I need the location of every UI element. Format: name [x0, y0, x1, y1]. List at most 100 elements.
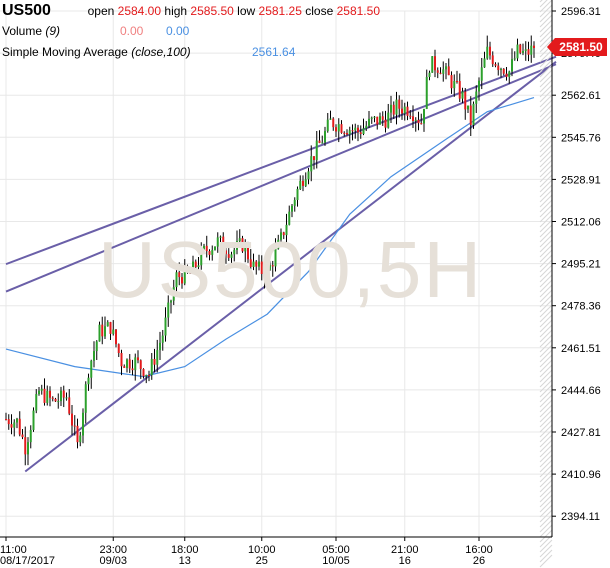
hatch-line: [539, 354, 553, 368]
last-price-tag: 2581.50: [547, 38, 607, 56]
hatch-line: [539, 479, 553, 493]
candle-body: [236, 241, 238, 250]
hatch-line: [539, 134, 553, 148]
hatch-line: [539, 229, 553, 243]
candle-body: [513, 58, 516, 60]
candle-body: [480, 67, 483, 81]
hatch-line: [539, 304, 553, 318]
hatch-line: [539, 539, 553, 553]
candle-body: [35, 394, 38, 411]
candle-body: [431, 56, 434, 73]
hatch-line: [539, 459, 553, 473]
candle-body: [299, 180, 302, 189]
candle-body: [57, 401, 60, 403]
hatch-line: [539, 394, 553, 408]
candle-body: [505, 73, 508, 77]
trendline: [24, 60, 557, 473]
candle-body: [145, 374, 148, 377]
candle-body: [192, 261, 194, 274]
hatch-line: [539, 184, 553, 198]
candle-body: [414, 119, 417, 122]
hatch-line: [539, 129, 553, 143]
candle-body: [533, 45, 535, 49]
candle-body: [335, 127, 337, 132]
candle-body: [491, 55, 494, 65]
symbol-watermark: US500,5H: [98, 225, 484, 314]
candle-body: [214, 246, 216, 250]
hatch-line: [539, 279, 553, 293]
candle-body: [175, 272, 178, 288]
volume-label: Volume: [2, 24, 43, 38]
candle-body: [494, 64, 497, 66]
hatch-line: [539, 9, 553, 23]
y-tick-label: 2512.06: [561, 217, 601, 229]
candle-body: [434, 56, 436, 71]
hatch-line: [539, 414, 553, 428]
hatch-line: [539, 144, 553, 158]
hatch-line: [539, 444, 553, 458]
candle-body: [10, 424, 13, 428]
y-axis-ticks: 2596.312579.462562.612545.762528.912512.…: [552, 6, 601, 523]
candle-body: [392, 104, 395, 115]
hatch-line: [539, 529, 553, 543]
x-tick-time: 23:00: [99, 544, 127, 556]
hatch-line: [539, 224, 553, 238]
x-tick-date: 08/17/2017: [0, 555, 55, 567]
hatch-line: [539, 399, 553, 413]
x-tick-date: 13: [179, 555, 191, 567]
candle-body: [109, 322, 112, 334]
hatch-line: [539, 149, 553, 163]
hatch-line: [539, 204, 553, 218]
candle-body: [101, 324, 104, 337]
candle-body: [148, 374, 150, 376]
candle-body: [464, 91, 467, 110]
hatch-line: [539, 89, 553, 103]
candle-body: [379, 116, 381, 125]
hatch-line: [539, 454, 553, 468]
y-tick-label: 2562.61: [561, 90, 601, 102]
candle-body: [304, 179, 307, 186]
y-tick-label: 2427.81: [561, 427, 601, 439]
candle-body: [280, 232, 282, 240]
candle-body: [134, 357, 137, 371]
candles: [5, 35, 535, 466]
candle-body: [241, 238, 244, 252]
candle-body: [395, 99, 398, 115]
x-tick-time: 11:00: [0, 544, 27, 556]
hatch-line: [539, 484, 553, 498]
candle-body: [362, 128, 365, 134]
candle-body: [475, 91, 478, 104]
candle-body: [252, 261, 255, 267]
candle-body: [357, 127, 359, 133]
close-value: 2581.50: [336, 4, 380, 18]
hatch-line: [539, 289, 553, 303]
hatch-line: [539, 274, 553, 288]
candle-body: [18, 418, 21, 435]
candle-body: [478, 80, 480, 92]
candle-body: [420, 123, 423, 125]
hatch-line: [539, 234, 553, 248]
candle-body: [106, 322, 109, 327]
candle-body: [461, 91, 464, 99]
candle-body: [326, 119, 329, 132]
candle-body: [390, 104, 392, 113]
hatch-line: [539, 419, 553, 433]
open-label: open: [87, 4, 115, 18]
volume-value-1: 0.00: [120, 24, 144, 38]
candle-body: [293, 200, 296, 206]
candle-body: [439, 72, 442, 74]
hatch-line: [539, 324, 553, 338]
candle-body: [263, 273, 266, 280]
candle-body: [153, 358, 156, 365]
hatch-line: [539, 544, 553, 558]
candle-body: [13, 422, 16, 428]
candle-body: [258, 261, 260, 267]
candle-body: [489, 46, 491, 56]
candle-body: [208, 251, 211, 255]
candle-body: [87, 377, 90, 385]
candle-body: [340, 124, 343, 133]
hatch-line: [539, 244, 553, 258]
candle-body: [285, 224, 288, 236]
